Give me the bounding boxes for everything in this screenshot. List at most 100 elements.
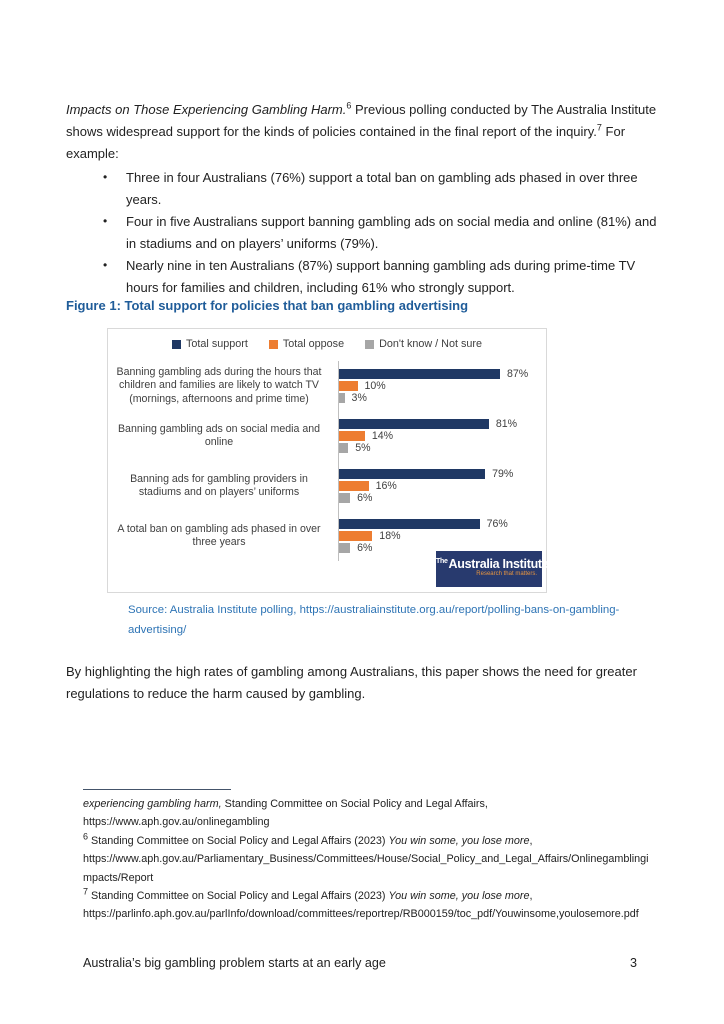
footnote-7: 7 Standing Committee on Social Policy an… (77, 887, 649, 924)
category-label: Banning gambling ads on social media and… (117, 422, 320, 449)
footnote-marker-6: 6 (83, 831, 89, 842)
logo-name: Australia Institute (448, 557, 549, 571)
bar-line: 16% (339, 480, 546, 492)
footer-title: Australia’s big gambling problem starts … (83, 956, 386, 970)
bar-value-label: 81% (495, 418, 518, 430)
bar-value-label: 6% (357, 492, 373, 504)
logo-the-prefix: The (436, 558, 448, 565)
legend-item: Total support (172, 338, 248, 350)
logo-wordmark: TheAustralia Institute (436, 557, 549, 571)
bar-line: 6% (339, 542, 546, 554)
intro-text: Previous polling conducted by The Austra… (66, 102, 657, 139)
bar-total-oppose (339, 431, 365, 441)
footnote-text: Standing Committee on Social Policy and … (88, 890, 389, 903)
footnote-italic-title: You win some, you lose more (388, 834, 530, 847)
source-line-1: Source: Australia Institute polling, htt… (128, 604, 620, 616)
bar-total-oppose (339, 481, 369, 491)
bullet-icon: • (103, 170, 108, 184)
category-bars: 87% 10% 3% (338, 361, 546, 411)
page-footer: Australia’s big gambling problem starts … (83, 956, 637, 970)
figure-chart: Total support Total oppose Don't know / No… (107, 328, 549, 593)
bar-don-t-know-not-sure (339, 543, 351, 553)
bar-line: 76% (339, 518, 546, 530)
footnote-url: https://www.aph.gov.au/onlinegambling (83, 816, 270, 829)
chart-category-row: Banning gambling ads during the hours th… (108, 361, 546, 411)
bullet-icon: • (103, 214, 108, 228)
bar-don-t-know-not-sure (339, 493, 351, 503)
bar-total-support (339, 369, 500, 379)
category-label: Banning ads for gambling providers in st… (130, 472, 308, 499)
bar-don-t-know-not-sure (339, 443, 349, 453)
category-bars: 76% 18% 6% (338, 511, 546, 561)
chart-category-row: Banning ads for gambling providers in st… (108, 461, 546, 511)
list-item: • Nearly nine in ten Australians (87%) s… (103, 255, 662, 298)
footnotes-section: experiencing gambling harm, Standing Com… (77, 795, 649, 924)
chart-category-row: A total ban on gambling ads phased in ov… (108, 511, 546, 561)
legend-swatch-icon (365, 339, 375, 349)
category-bars: 81% 14% 5% (338, 411, 546, 461)
category-bars: 79% 16% 6% (338, 461, 546, 511)
bar-total-support (339, 519, 480, 529)
legend-label: Don't know / Not sure (379, 338, 482, 350)
legend-swatch-icon (268, 339, 278, 349)
legend-item: Total oppose (268, 338, 345, 350)
footnote-text-after: , (529, 890, 533, 903)
legend-item: Don't know / Not sure (365, 338, 482, 350)
bar-line: 81% (339, 418, 546, 430)
bar-total-support (339, 419, 489, 429)
source-line-2: advertising/ (128, 624, 187, 636)
closing-paragraph: By highlighting the high rates of gambli… (66, 664, 637, 701)
chart-plot-area: Banning gambling ads during the hours th… (108, 361, 546, 561)
logo-tagline: Research that matters. (476, 571, 537, 577)
bar-line: 10% (339, 380, 546, 392)
footnote-text: Standing Committee on Social Policy and … (221, 798, 488, 810)
footnote-ref-7: 7 (596, 122, 602, 133)
bar-don-t-know-not-sure (339, 393, 345, 403)
bar-value-label: 79% (492, 468, 514, 480)
category-label: Banning gambling ads during the hours th… (116, 365, 322, 405)
footnote-url: https://parlinfo.aph.gov.au/parlInfo/dow… (83, 908, 639, 921)
bar-value-label: 3% (351, 392, 367, 404)
list-item-text: Four in five Australians support banning… (126, 214, 657, 251)
bar-value-label: 76% (486, 518, 508, 530)
bar-total-oppose (339, 531, 373, 541)
footnote-url: https://www.aph.gov.au/Parliamentary_Bus… (83, 853, 649, 884)
bullet-icon: • (103, 258, 108, 272)
footnote-marker-7: 7 (83, 886, 89, 897)
intro-paragraph: Impacts on Those Experiencing Gambling H… (66, 99, 666, 165)
chart-category-row: Banning gambling ads on social media and… (108, 411, 546, 461)
category-label: A total ban on gambling ads phased in ov… (117, 522, 321, 549)
australia-institute-logo: TheAustralia Institute Research that mat… (436, 551, 549, 587)
footnote-italic: experiencing gambling harm, (83, 798, 222, 810)
bar-value-label: 18% (379, 530, 401, 542)
bar-line: 5% (339, 442, 546, 454)
bar-value-label: 5% (355, 442, 371, 454)
list-item-text: Nearly nine in ten Australians (87%) sup… (126, 258, 636, 295)
footnote-italic-title: You win some, you lose more (388, 890, 530, 903)
legend-label: Total oppose (282, 338, 345, 350)
bar-line: 3% (339, 392, 546, 404)
bar-line: 87% (339, 368, 546, 380)
bar-total-oppose (339, 381, 358, 391)
footnote-text: Standing Committee on Social Policy and … (88, 834, 389, 847)
legend-label: Total support (186, 338, 248, 350)
list-item: • Four in five Australians support banni… (103, 211, 662, 254)
footnote-6: 6 Standing Committee on Social Policy an… (77, 832, 649, 887)
footnote-ref-6: 6 (346, 100, 352, 111)
bar-total-support (339, 469, 486, 479)
bar-line: 79% (339, 468, 546, 480)
chart-legend: Total support Total oppose Don't know / No… (108, 338, 546, 350)
figure-caption: Figure 1: Total support for policies tha… (66, 298, 469, 313)
list-item: • Three in four Australians (76%) suppor… (103, 167, 662, 210)
page-number: 3 (629, 956, 637, 970)
legend-swatch-icon (172, 339, 182, 349)
intro-text-tail: For example: (66, 124, 626, 161)
footnote-text-after: , (529, 834, 533, 847)
key-findings-list: • Three in four Australians (76%) suppor… (103, 167, 662, 299)
list-item-text: Three in four Australians (76%) support … (126, 170, 638, 207)
bar-line: 6% (339, 492, 546, 504)
bar-value-label: 10% (364, 380, 386, 392)
footnote-continuation: experiencing gambling harm, Standing Com… (77, 795, 649, 832)
bar-line: 18% (339, 530, 546, 542)
